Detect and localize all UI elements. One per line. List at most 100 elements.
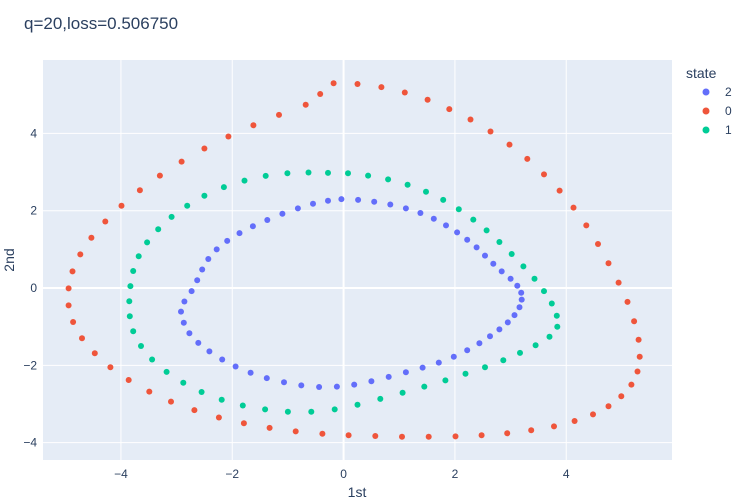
point-series-1[interactable] [517,349,523,356]
point-series-1[interactable] [262,172,269,179]
point-series-2[interactable] [219,356,226,363]
point-series-0[interactable] [551,423,557,430]
point-series-0[interactable] [317,91,324,97]
point-series-2[interactable] [205,256,212,262]
point-series-2[interactable] [279,210,286,217]
point-series-0[interactable] [571,418,578,424]
point-series-0[interactable] [635,336,642,343]
point-series-0[interactable] [446,106,453,113]
point-series-0[interactable] [102,218,109,225]
point-series-2[interactable] [294,205,301,212]
point-series-1[interactable] [220,184,227,191]
point-series-0[interactable] [65,302,72,309]
point-series-2[interactable] [464,236,471,243]
point-series-0[interactable] [292,428,299,435]
point-series-1[interactable] [508,251,515,257]
point-series-1[interactable] [404,181,411,188]
point-series-1[interactable] [284,170,291,177]
point-series-1[interactable] [127,283,134,290]
point-series-1[interactable] [541,288,547,295]
point-series-0[interactable] [378,84,385,91]
point-series-1[interactable] [135,253,142,260]
point-series-1[interactable] [144,239,151,246]
point-series-0[interactable] [345,432,352,439]
point-series-0[interactable] [634,368,641,375]
point-series-0[interactable] [556,187,563,194]
point-series-2[interactable] [490,260,497,267]
point-series-1[interactable] [284,408,291,415]
point-series-2[interactable] [464,347,471,354]
point-series-1[interactable] [520,263,527,270]
point-series-1[interactable] [482,364,488,371]
point-series-1[interactable] [442,377,449,384]
point-series-0[interactable] [636,353,643,360]
point-series-1[interactable] [423,188,429,195]
point-series-2[interactable] [516,304,523,311]
legend-item-2[interactable]: 2 [702,85,733,99]
point-series-2[interactable] [443,222,449,229]
point-series-0[interactable] [266,424,273,431]
point-series-0[interactable] [487,128,494,135]
point-series-0[interactable] [541,171,547,178]
point-series-0[interactable] [590,411,596,418]
point-series-0[interactable] [354,81,361,87]
point-series-1[interactable] [331,406,338,413]
point-series-0[interactable] [88,234,95,241]
point-series-2[interactable] [402,369,409,376]
point-series-1[interactable] [462,370,469,377]
point-series-0[interactable] [467,116,474,123]
point-series-2[interactable] [355,196,362,203]
point-series-1[interactable] [470,216,477,223]
point-series-2[interactable] [473,244,480,251]
point-series-0[interactable] [250,122,257,129]
point-series-2[interactable] [249,223,256,230]
point-series-1[interactable] [198,389,205,395]
point-series-2[interactable] [450,353,457,360]
point-series-2[interactable] [281,379,287,386]
point-series-0[interactable] [225,133,232,140]
point-series-0[interactable] [424,96,431,103]
point-series-1[interactable] [218,396,225,403]
point-series-2[interactable] [195,339,202,346]
point-series-1[interactable] [421,383,428,390]
point-series-1[interactable] [130,328,137,335]
point-series-2[interactable] [385,373,392,380]
point-series-1[interactable] [155,226,162,233]
point-series-0[interactable] [399,433,405,440]
point-series-0[interactable] [628,381,635,388]
point-series-0[interactable] [276,111,282,118]
point-series-2[interactable] [178,308,184,315]
point-series-0[interactable] [65,285,72,292]
point-series-2[interactable] [419,364,426,371]
point-series-1[interactable] [239,402,246,409]
point-series-2[interactable] [511,312,518,319]
point-series-2[interactable] [180,319,187,326]
point-series-2[interactable] [514,282,521,289]
point-series-2[interactable] [338,196,345,203]
point-series-2[interactable] [224,237,231,244]
point-series-1[interactable] [163,368,170,375]
point-series-2[interactable] [507,275,514,282]
point-series-2[interactable] [504,319,511,326]
point-series-1[interactable] [553,312,560,319]
point-series-2[interactable] [199,266,206,273]
point-series-0[interactable] [506,141,513,148]
point-series-0[interactable] [79,335,85,342]
point-series-2[interactable] [181,298,188,305]
point-series-1[interactable] [325,169,331,176]
point-series-1[interactable] [126,313,133,320]
point-series-0[interactable] [425,433,432,440]
point-series-2[interactable] [232,363,239,370]
point-series-1[interactable] [532,342,539,349]
legend-item-0[interactable]: 0 [702,104,733,118]
point-series-1[interactable] [496,239,503,245]
point-series-0[interactable] [452,433,459,440]
point-series-0[interactable] [70,319,77,325]
point-series-1[interactable] [500,357,507,364]
point-series-1[interactable] [483,227,490,234]
point-series-2[interactable] [435,359,442,366]
point-series-2[interactable] [430,215,437,222]
point-series-0[interactable] [605,403,612,410]
point-series-1[interactable] [201,192,208,199]
point-series-1[interactable] [130,268,137,274]
